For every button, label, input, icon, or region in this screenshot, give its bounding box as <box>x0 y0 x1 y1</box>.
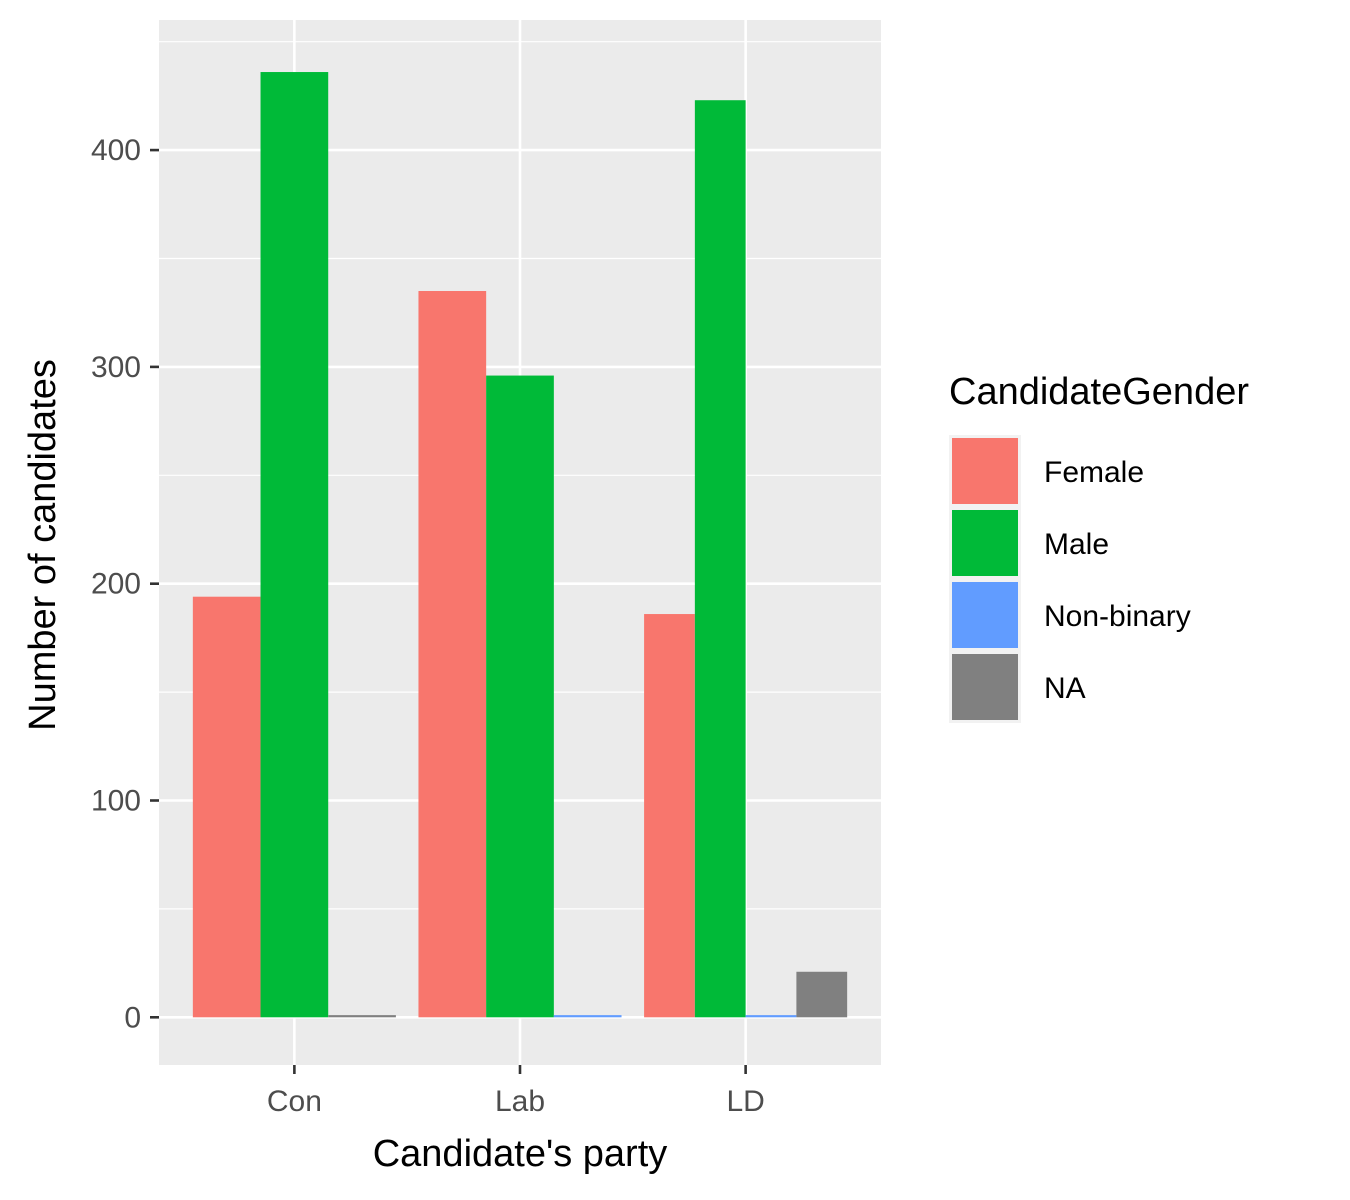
bars <box>192 72 848 1018</box>
legend: CandidateGender Female Male Non-binary NA <box>949 371 1249 723</box>
y-tick-label: 200 <box>91 568 141 601</box>
bar-con-male <box>260 72 329 1018</box>
legend-swatch-non-binary <box>952 582 1018 648</box>
bar-ld-female <box>644 614 695 1018</box>
y-axis: 0 100 200 300 400 <box>91 134 159 1034</box>
bar-ld-male <box>694 100 746 1018</box>
x-axis: Con Lab LD <box>267 1065 765 1118</box>
bar-ld-na <box>796 971 848 1018</box>
y-tick-label: 400 <box>91 134 141 167</box>
x-tick-label-con: Con <box>267 1085 322 1118</box>
bar-con-na <box>328 1015 396 1018</box>
legend-label: Female <box>1044 456 1144 489</box>
legend-swatch-female <box>952 438 1018 504</box>
x-axis-title: Candidate's party <box>373 1133 668 1175</box>
bar-lab-female <box>418 291 487 1018</box>
y-tick-label: 300 <box>91 351 141 384</box>
x-tick-label-lab: Lab <box>495 1085 545 1118</box>
legend-swatch-male <box>952 510 1018 576</box>
y-tick-label: 0 <box>124 1001 141 1034</box>
x-tick-label-ld: LD <box>726 1085 764 1118</box>
legend-title: CandidateGender <box>949 371 1249 413</box>
bar-lab-non-binary <box>553 1015 622 1018</box>
legend-label: Male <box>1044 528 1109 561</box>
bar-lab-male <box>486 375 554 1018</box>
y-axis-title: Number of candidates <box>22 359 64 731</box>
legend-swatch-na <box>952 654 1018 720</box>
bar-con-female <box>192 596 261 1018</box>
legend-label: NA <box>1044 672 1086 705</box>
bar-ld-non-binary <box>745 1015 797 1018</box>
y-tick-label: 100 <box>91 784 141 817</box>
legend-label: Non-binary <box>1044 600 1191 633</box>
